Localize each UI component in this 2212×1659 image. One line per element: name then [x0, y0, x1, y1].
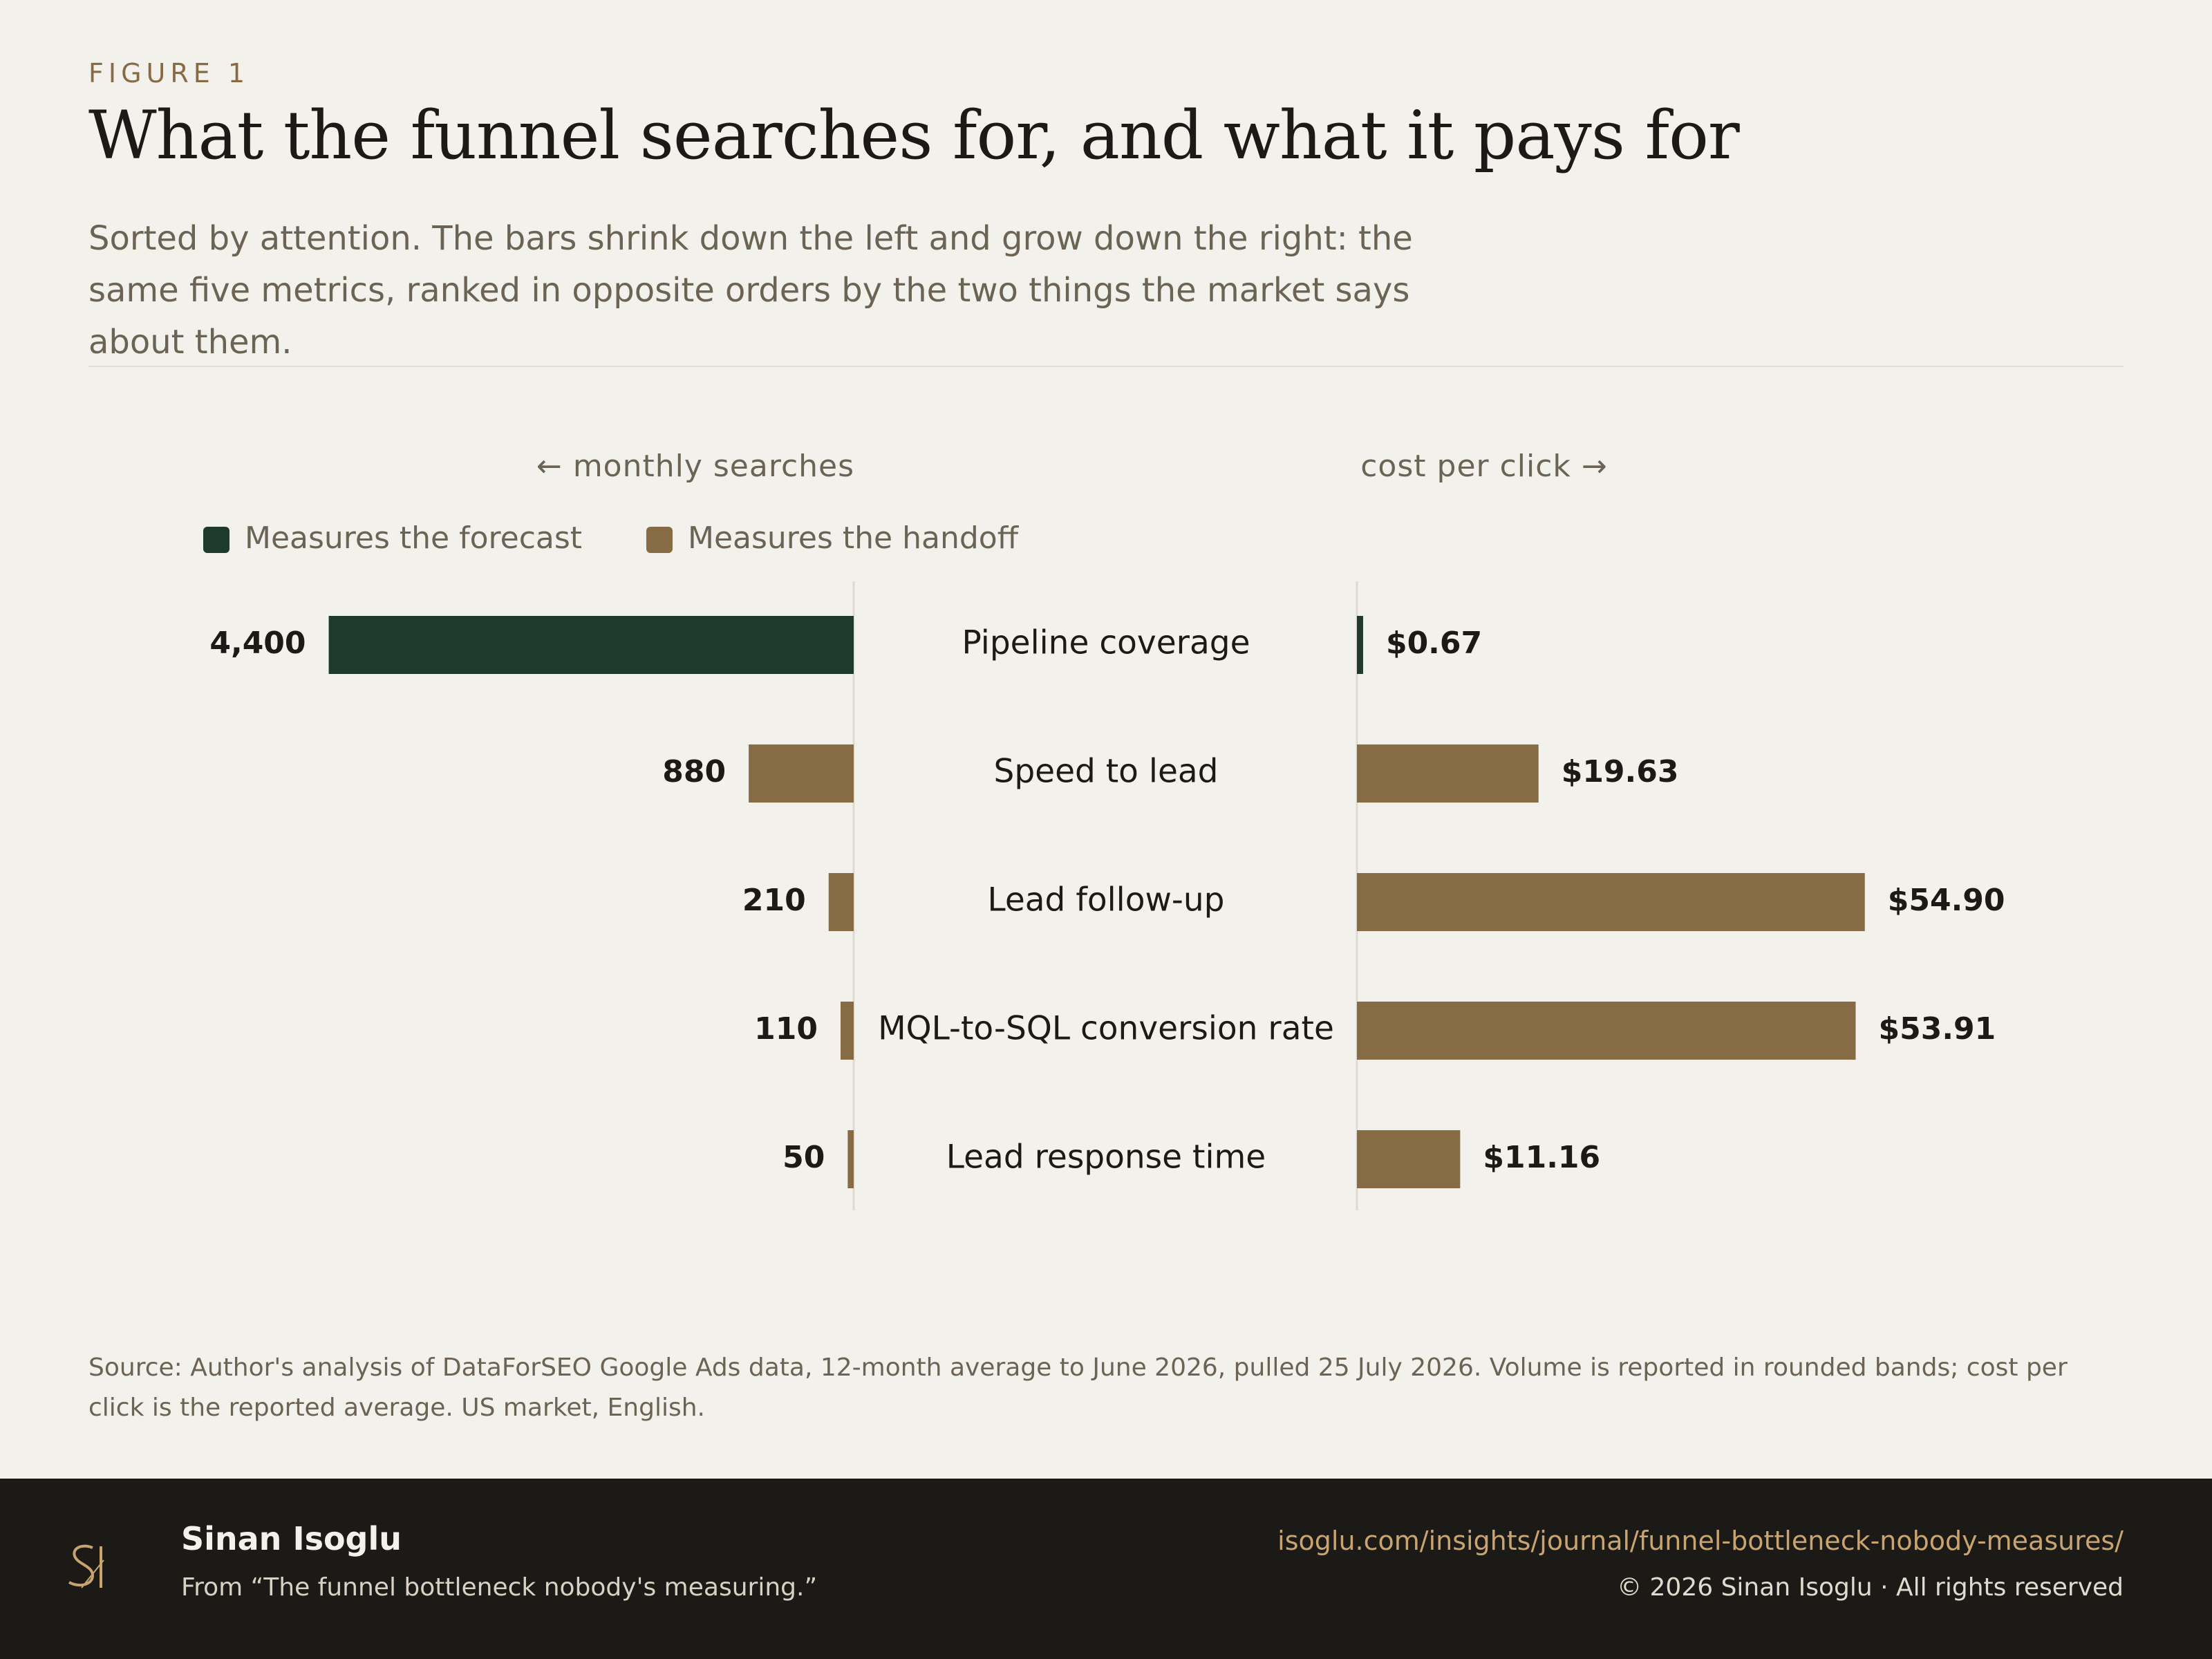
left-bar	[841, 1002, 854, 1060]
left-bar	[328, 616, 854, 674]
left-value-label: 4,400	[209, 626, 306, 661]
source-note: Source: Author's analysis of DataForSEO …	[88, 1353, 2068, 1422]
left-value-label: 110	[754, 1011, 818, 1047]
category-label: Lead response time	[946, 1138, 1266, 1177]
logo	[68, 1544, 104, 1588]
right-value-label: $54.90	[1888, 883, 2005, 918]
right-bar	[1357, 1002, 1856, 1060]
left-value-label: 50	[782, 1140, 825, 1175]
left-value-label: 210	[742, 883, 806, 918]
author: Sinan Isoglu	[181, 1520, 402, 1557]
chart-title: What the funnel searches for, and what i…	[88, 97, 1740, 174]
legend-swatch	[203, 527, 229, 553]
left-bar	[828, 873, 854, 931]
article-ref: From “The funnel bottleneck nobody's mea…	[181, 1573, 818, 1602]
right-bar	[1357, 616, 1363, 674]
category-label: Pipeline coverage	[962, 624, 1250, 662]
divider	[88, 366, 2124, 367]
legend-swatch	[646, 527, 673, 553]
chart: ← monthly searches cost per click → Meas…	[203, 449, 2005, 1210]
right-bar	[1357, 873, 1865, 931]
left-value-label: 880	[662, 754, 726, 789]
legend-label: Measures the forecast	[245, 521, 582, 556]
category-label: Lead follow-up	[987, 881, 1224, 919]
chart-subtitle: Sorted by attention. The bars shrink dow…	[88, 219, 1413, 362]
legend-label: Measures the handoff	[688, 521, 1020, 556]
footer: Sinan Isoglu From “The funnel bottleneck…	[0, 1479, 2212, 1659]
right-value-label: $0.67	[1386, 626, 1482, 661]
right-axis-label: cost per click →	[1360, 449, 1608, 484]
right-value-label: $19.63	[1562, 754, 1679, 789]
url[interactable]: isoglu.com/insights/journal/funnel-bottl…	[1277, 1526, 2124, 1556]
left-bar	[749, 744, 854, 803]
right-bar	[1357, 1130, 1461, 1188]
right-value-label: $53.91	[1878, 1011, 1996, 1047]
left-axis-label: ← monthly searches	[536, 449, 854, 484]
category-label: Speed to lead	[993, 753, 1218, 791]
right-bar	[1357, 744, 1539, 803]
category-label: MQL-to-SQL conversion rate	[878, 1010, 1334, 1048]
left-bar	[847, 1130, 854, 1188]
copyright: © 2026 Sinan Isoglu · All rights reserve…	[1617, 1573, 2124, 1602]
figure-label: FIGURE 1	[88, 58, 250, 88]
right-value-label: $11.16	[1483, 1140, 1600, 1175]
